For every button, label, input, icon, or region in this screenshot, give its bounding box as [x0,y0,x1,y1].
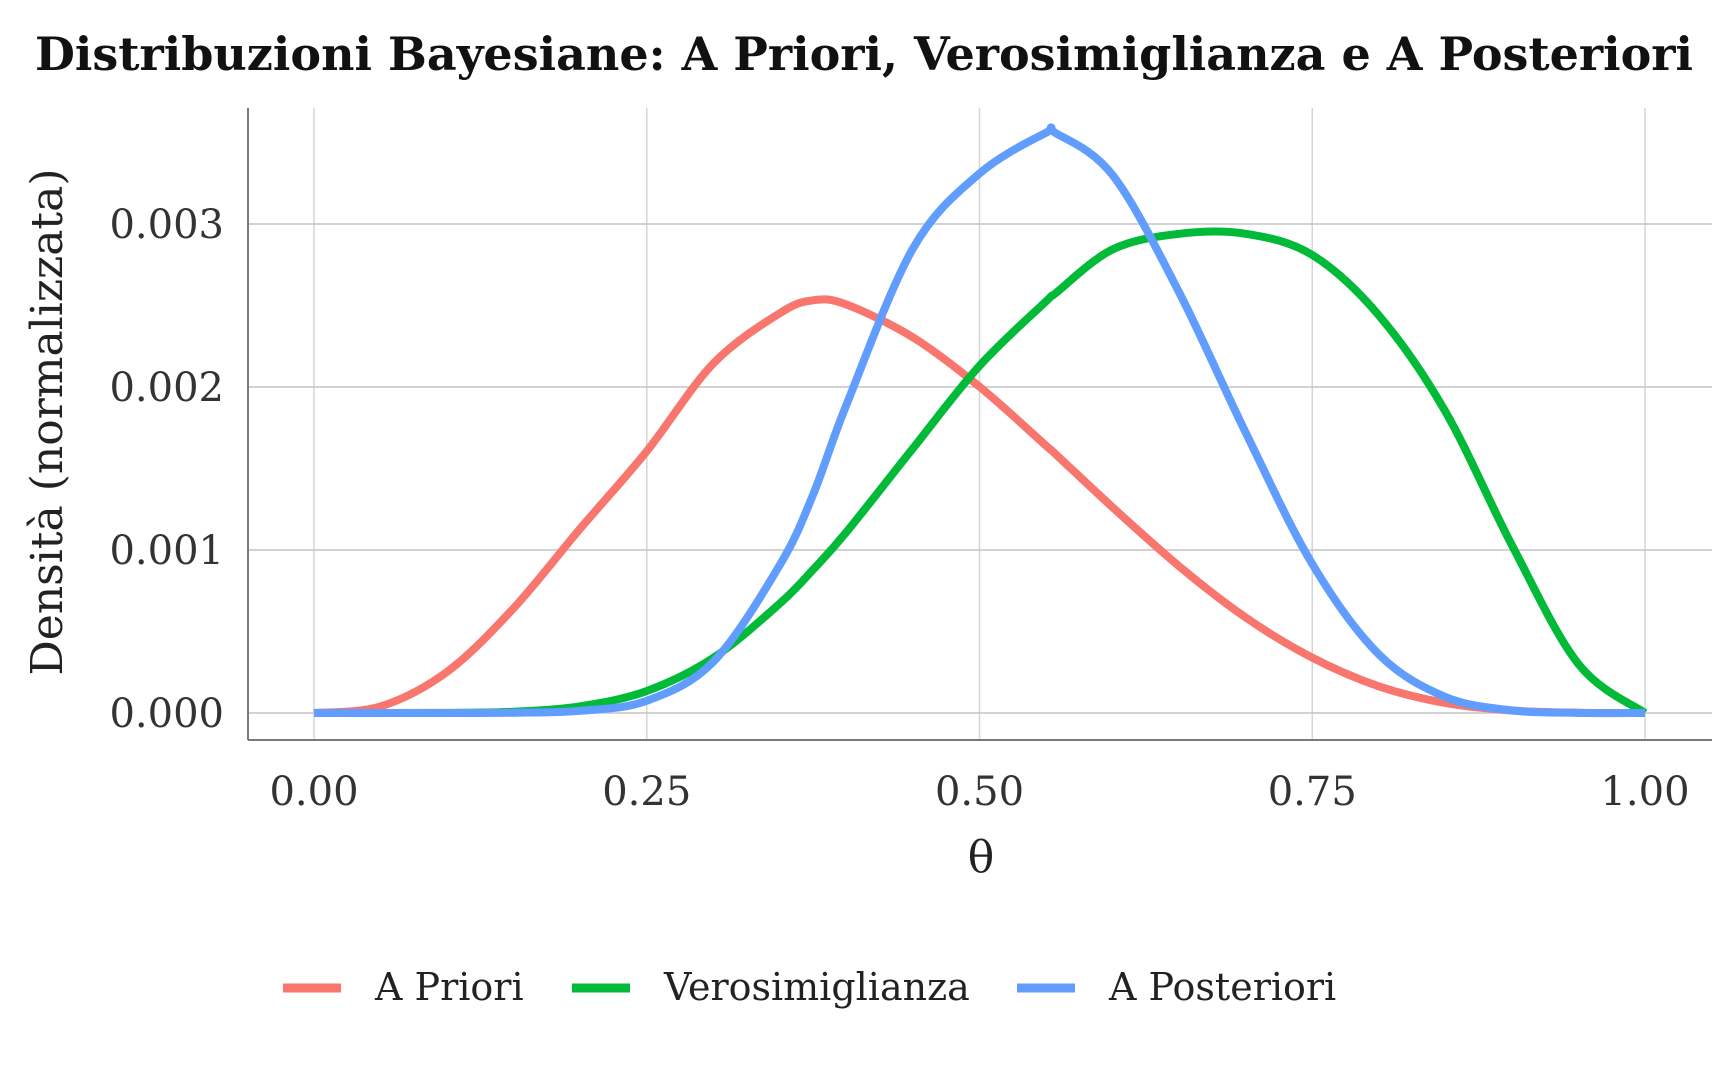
x-tick-label: 1.00 [1600,769,1689,815]
x-tick-label: 0.00 [269,769,358,815]
x-tick-label: 0.75 [1268,769,1357,815]
y-tick-label: 0.002 [109,365,224,411]
x-tick-label: 0.50 [935,769,1024,815]
series-line-a-posteriori [314,123,1646,718]
y-axis-title: Densità (normalizzata) [22,168,73,675]
y-tick-labels: 0.000 0.001 0.002 0.003 [109,202,224,737]
legend-label: A Priori [374,965,524,1009]
grid-lines [248,108,1712,740]
chart-title: Distribuzioni Bayesiane: A Priori, Veros… [35,27,1693,81]
y-tick-label: 0.003 [109,202,224,248]
series-line-verosimiglianza [314,227,1648,718]
legend: A Priori Verosimiglianza A Posteriori [283,965,1336,1009]
legend-label: A Posteriori [1108,965,1336,1009]
x-axis-title: θ [968,832,995,883]
y-tick-label: 0.001 [109,528,224,574]
y-tick-label: 0.000 [109,691,224,737]
x-tick-label: 0.25 [602,769,691,815]
axes [247,108,1712,741]
x-tick-labels: 0.00 0.25 0.50 0.75 1.00 [269,769,1689,815]
legend-label: Verosimiglianza [663,965,970,1009]
series-lines [313,123,1648,718]
